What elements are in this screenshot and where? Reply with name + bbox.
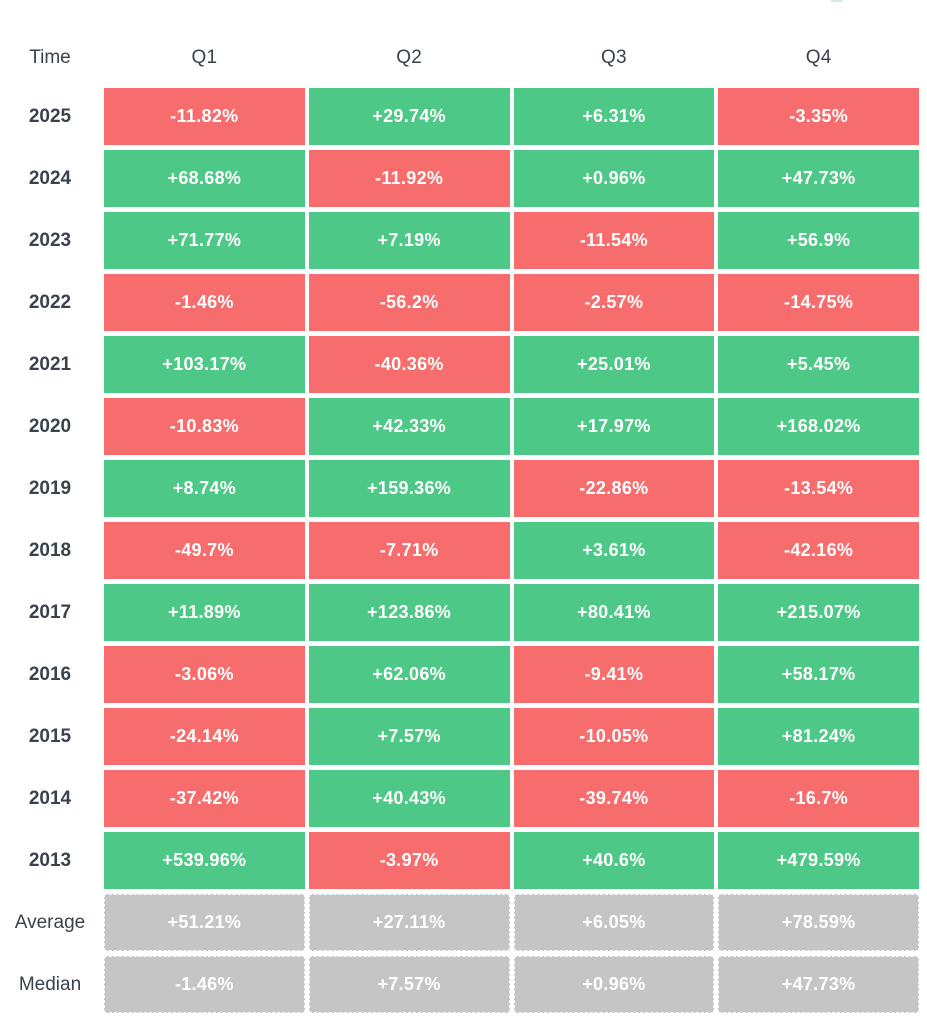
row-label: 2019: [28, 477, 72, 499]
table-header-row: Time Q1 Q2 Q3 Q4: [0, 36, 927, 80]
return-cell: +3.61%: [513, 522, 715, 579]
return-cell: +81.24%: [718, 708, 919, 765]
return-cell: +47.73%: [718, 150, 919, 207]
return-cell: -1.46%: [104, 274, 305, 331]
return-cell: -49.7%: [104, 522, 305, 579]
table-row: 2021 +103.17% -40.36% +25.01% +5.45%: [0, 336, 927, 393]
table-row: 2024 +68.68% -11.92% +0.96% +47.73%: [0, 150, 927, 207]
return-cell: -37.42%: [104, 770, 305, 827]
return-cell: +56.9%: [718, 212, 919, 269]
table-row: 2018 -49.7% -7.71% +3.61% -42.16%: [0, 522, 927, 579]
table-row: 2013 +539.96% -3.97% +40.6% +479.59%: [0, 832, 927, 889]
return-cell: +0.96%: [513, 956, 715, 1013]
return-cell: -3.06%: [104, 646, 305, 703]
return-cell: +17.97%: [513, 398, 715, 455]
row-label: 2014: [28, 787, 72, 809]
return-cell: -7.71%: [308, 522, 510, 579]
return-cell: +40.43%: [308, 770, 510, 827]
table-row: 2019 +8.74% +159.36% -22.86% -13.54%: [0, 460, 927, 517]
return-cell: -2.57%: [513, 274, 715, 331]
return-cell: -16.7%: [718, 770, 919, 827]
column-header-q3: Q3: [601, 47, 627, 68]
row-label: 2024: [28, 167, 72, 189]
row-label: 2020: [28, 415, 72, 437]
return-cell: -56.2%: [308, 274, 510, 331]
return-cell: +11.89%: [104, 584, 305, 641]
return-cell: +103.17%: [104, 336, 305, 393]
row-label: Average: [14, 911, 86, 933]
return-cell: -11.82%: [104, 88, 305, 145]
table-row: 2025 -11.82% +29.74% +6.31% -3.35%: [0, 88, 927, 145]
row-label: 2015: [28, 725, 72, 747]
row-label: 2016: [28, 663, 72, 685]
table-row: 2014 -37.42% +40.43% -39.74% -16.7%: [0, 770, 927, 827]
return-cell: +479.59%: [718, 832, 919, 889]
return-cell: -11.92%: [308, 150, 510, 207]
return-cell: +6.31%: [513, 88, 715, 145]
return-cell: +6.05%: [513, 894, 715, 951]
time-column-header: Time: [29, 47, 71, 68]
return-cell: +80.41%: [513, 584, 715, 641]
return-cell: +8.74%: [104, 460, 305, 517]
return-cell: -11.54%: [513, 212, 715, 269]
return-cell: +0.96%: [513, 150, 715, 207]
return-cell: -14.75%: [718, 274, 919, 331]
table-row: 2015 -24.14% +7.57% -10.05% +81.24%: [0, 708, 927, 765]
return-cell: +58.17%: [718, 646, 919, 703]
row-label: Median: [18, 973, 82, 995]
return-cell: -24.14%: [104, 708, 305, 765]
return-cell: +168.02%: [718, 398, 919, 455]
table-row: 2020 -10.83% +42.33% +17.97% +168.02%: [0, 398, 927, 455]
table-row: Average +51.21% +27.11% +6.05% +78.59%: [0, 894, 927, 951]
row-label: 2025: [28, 105, 72, 127]
table-row: 2017 +11.89% +123.86% +80.41% +215.07%: [0, 584, 927, 641]
table-row: 2023 +71.77% +7.19% -11.54% +56.9%: [0, 212, 927, 269]
column-header-q1: Q1: [191, 47, 218, 68]
row-label: 2022: [28, 291, 72, 313]
table-row: 2022 -1.46% -56.2% -2.57% -14.75%: [0, 274, 927, 331]
return-cell: +42.33%: [308, 398, 510, 455]
return-cell: +51.21%: [104, 894, 305, 951]
table-body: 2025 -11.82% +29.74% +6.31% -3.35% 2024 +68.68…: [0, 88, 927, 1013]
return-cell: -22.86%: [513, 460, 715, 517]
return-cell: +215.07%: [718, 584, 919, 641]
return-cell: -10.05%: [513, 708, 715, 765]
return-cell: +123.86%: [308, 584, 510, 641]
return-cell: -1.46%: [104, 956, 305, 1013]
return-cell: -3.97%: [308, 832, 510, 889]
return-cell: -3.35%: [718, 88, 919, 145]
row-label: 2021: [28, 353, 72, 375]
return-cell: +5.45%: [718, 336, 919, 393]
return-cell: -40.36%: [308, 336, 510, 393]
table-row: 2016 -3.06% +62.06% -9.41% +58.17%: [0, 646, 927, 703]
row-label: 2023: [28, 229, 72, 251]
return-cell: -13.54%: [718, 460, 919, 517]
return-cell: +7.19%: [308, 212, 510, 269]
return-cell: -39.74%: [513, 770, 715, 827]
column-header-q2: Q2: [396, 47, 422, 68]
return-cell: +25.01%: [513, 336, 715, 393]
return-cell: +47.73%: [718, 956, 919, 1013]
return-cell: -42.16%: [718, 522, 919, 579]
table-row: Median -1.46% +7.57% +0.96% +47.73%: [0, 956, 927, 1013]
return-cell: +539.96%: [104, 832, 305, 889]
return-cell: +7.57%: [308, 708, 510, 765]
return-cell: +68.68%: [104, 150, 305, 207]
return-cell: -10.83%: [104, 398, 305, 455]
return-cell: +71.77%: [104, 212, 305, 269]
column-header-q4: Q4: [805, 47, 832, 68]
return-cell: +7.57%: [308, 956, 510, 1013]
return-cell: +27.11%: [308, 894, 510, 951]
return-cell: +40.6%: [513, 832, 715, 889]
return-cell: +78.59%: [718, 894, 919, 951]
row-label: 2017: [28, 601, 72, 623]
row-label: 2013: [28, 849, 72, 871]
return-cell: +62.06%: [308, 646, 510, 703]
return-cell: -9.41%: [513, 646, 715, 703]
return-cell: +159.36%: [308, 460, 510, 517]
return-cell: +29.74%: [308, 88, 510, 145]
top-edge-artifact: [831, 0, 843, 2]
row-label: 2018: [28, 539, 72, 561]
